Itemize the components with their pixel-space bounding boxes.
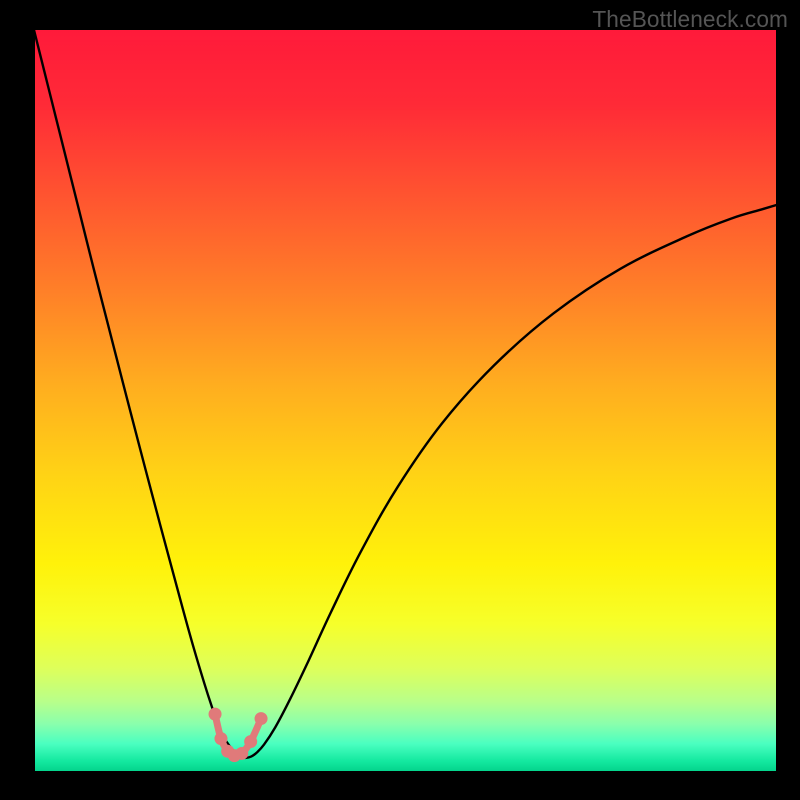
chart-stage: TheBottleneck.com xyxy=(0,0,800,800)
curve-layer xyxy=(34,30,776,772)
y-axis-line xyxy=(33,30,35,772)
trough-marker xyxy=(209,708,268,763)
trough-dot xyxy=(255,712,268,725)
plot-area xyxy=(34,30,776,772)
watermark-text: TheBottleneck.com xyxy=(592,6,788,33)
trough-dot xyxy=(209,708,222,721)
trough-dot xyxy=(235,747,248,760)
trough-dot xyxy=(214,732,227,745)
x-axis-line xyxy=(34,771,776,773)
trough-dot xyxy=(244,735,257,748)
bottleneck-curve xyxy=(34,30,776,758)
